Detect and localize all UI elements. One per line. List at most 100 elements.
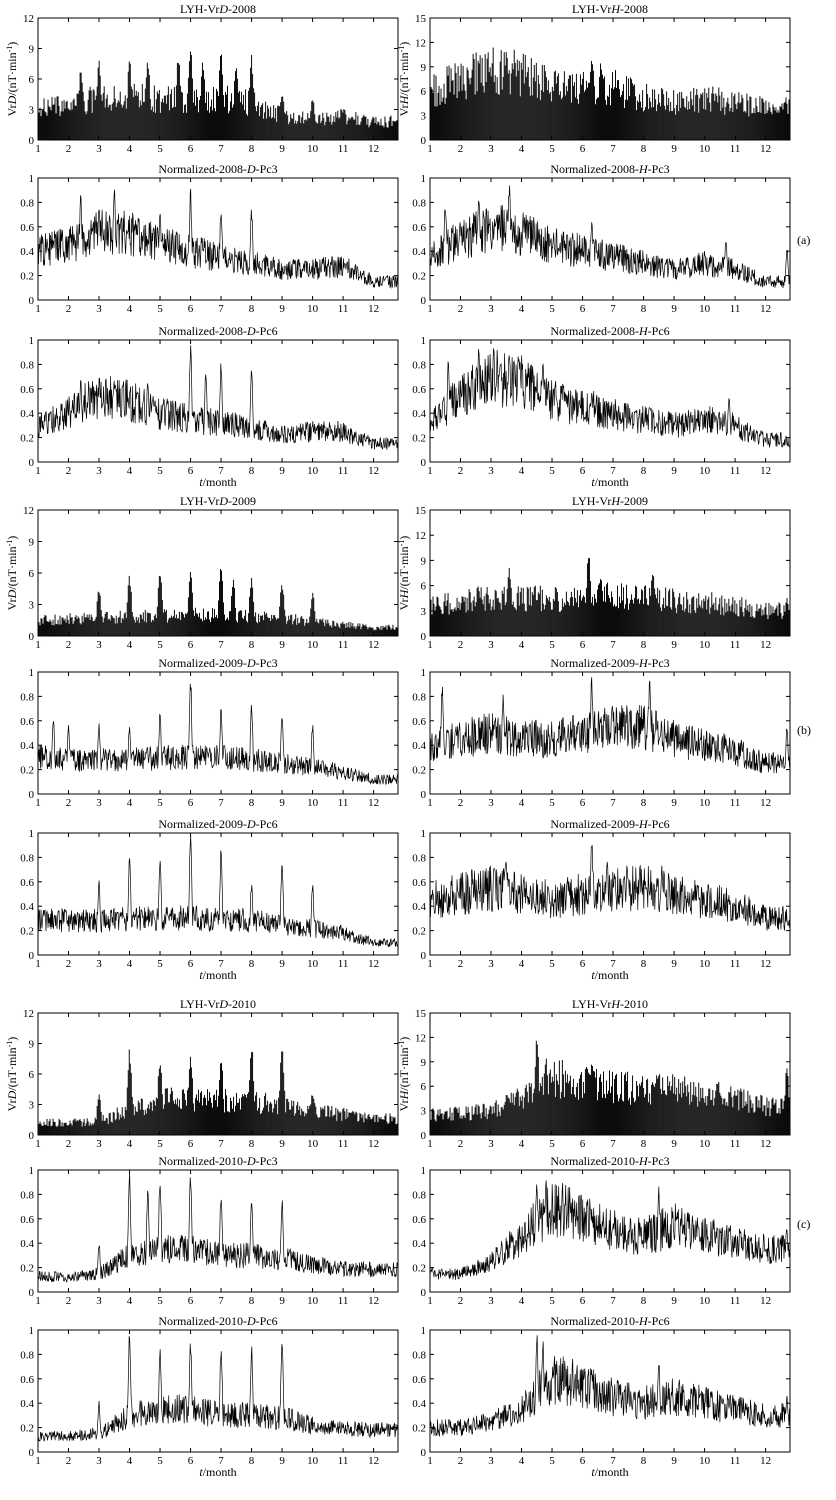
bar-mark bbox=[194, 607, 196, 636]
bar-mark bbox=[464, 596, 466, 636]
chart-title: Normalized-2008-D-Pc3 bbox=[158, 162, 277, 176]
bar-mark bbox=[330, 625, 332, 636]
bar-mark bbox=[338, 118, 340, 140]
bar-mark bbox=[641, 589, 643, 636]
bar-mark bbox=[307, 113, 309, 140]
bar-mark bbox=[436, 106, 438, 140]
bar-mark bbox=[56, 96, 58, 140]
bar-mark bbox=[85, 617, 87, 636]
bar-mark bbox=[683, 596, 685, 636]
bar-mark bbox=[487, 1113, 489, 1135]
bar-mark bbox=[88, 614, 90, 636]
bar-mark bbox=[657, 104, 659, 140]
y-tick-label: 0.2 bbox=[412, 433, 426, 445]
bar-mark bbox=[513, 49, 515, 141]
bar-mark bbox=[550, 101, 552, 140]
bar-mark bbox=[339, 628, 341, 636]
bar-mark bbox=[237, 78, 239, 140]
bar-mark bbox=[125, 108, 127, 140]
bar-mark bbox=[666, 91, 668, 140]
bar-mark bbox=[752, 616, 754, 636]
bar-mark bbox=[506, 1095, 508, 1135]
bar-mark bbox=[330, 1110, 332, 1135]
bar-mark bbox=[217, 618, 218, 636]
bar-mark bbox=[163, 95, 165, 140]
bar-mark bbox=[43, 98, 45, 140]
bar-mark bbox=[80, 1121, 82, 1135]
bar-mark bbox=[370, 1119, 372, 1135]
y-tick-label: 1 bbox=[421, 173, 427, 185]
bar-mark bbox=[239, 610, 241, 636]
bar-mark bbox=[604, 1093, 605, 1135]
x-tick-label: 7 bbox=[218, 1455, 224, 1467]
y-tick-label: 0.4 bbox=[20, 1398, 34, 1410]
bar-mark bbox=[556, 76, 558, 140]
bar-mark bbox=[109, 1112, 111, 1135]
bar-mark bbox=[558, 1060, 560, 1135]
bar-mark bbox=[331, 1106, 333, 1135]
bar-mark bbox=[318, 115, 320, 140]
bar-mark bbox=[448, 65, 450, 140]
bar-mark bbox=[97, 1099, 99, 1135]
bar-mark bbox=[293, 621, 295, 636]
bar-mark bbox=[437, 1109, 439, 1135]
bar-mark bbox=[58, 1118, 60, 1135]
bar-mark bbox=[162, 102, 164, 140]
bar-mark bbox=[222, 580, 223, 636]
y-tick-label: 3 bbox=[29, 1100, 35, 1112]
bar-mark bbox=[566, 1074, 568, 1135]
bar-mark bbox=[532, 1093, 534, 1135]
bar-mark bbox=[711, 1099, 713, 1135]
bar-mark bbox=[645, 1094, 647, 1135]
x-tick-label: 9 bbox=[279, 958, 285, 970]
group-label-c: (c) bbox=[797, 1217, 810, 1231]
bar-mark bbox=[783, 1100, 785, 1135]
bar-mark bbox=[729, 111, 731, 140]
bar-mark bbox=[665, 1094, 667, 1135]
bar-mark bbox=[690, 613, 692, 636]
bar-mark bbox=[279, 106, 281, 140]
bar-mark bbox=[254, 1101, 256, 1135]
bar-mark bbox=[570, 1093, 572, 1135]
bar-mark bbox=[55, 1125, 57, 1135]
x-tick-label: 7 bbox=[218, 465, 224, 477]
bar-mark bbox=[45, 112, 47, 140]
bar-mark bbox=[631, 79, 633, 140]
bar-mark bbox=[459, 75, 461, 140]
bar-mark bbox=[441, 101, 443, 140]
bar-mark bbox=[775, 608, 777, 636]
x-tick-label: 9 bbox=[279, 143, 285, 155]
bar-mark bbox=[168, 110, 170, 140]
x-tick-label: 9 bbox=[671, 639, 677, 651]
bar-mark bbox=[567, 78, 569, 140]
bar-mark bbox=[250, 588, 252, 636]
bar-mark bbox=[67, 1125, 69, 1135]
bar-mark bbox=[361, 1117, 363, 1135]
bar-mark bbox=[130, 1072, 132, 1135]
bar-mark bbox=[475, 602, 477, 636]
bar-mark bbox=[244, 1093, 246, 1135]
x-tick-label: 6 bbox=[188, 1295, 194, 1307]
bar-mark bbox=[136, 95, 138, 140]
bar-mark bbox=[697, 607, 699, 636]
chart-panel-c-right-1: 1 2 3 4 5 6 7 8 9 10 11 1203691215LYH-VrH-2010VrH/(… bbox=[397, 997, 791, 1150]
bar-mark bbox=[510, 1092, 512, 1135]
bar-mark bbox=[172, 1100, 174, 1135]
bar-mark bbox=[607, 1093, 608, 1135]
bar-mark bbox=[69, 110, 71, 140]
bar-mark bbox=[200, 1091, 202, 1135]
bar-mark bbox=[640, 1085, 642, 1135]
chart-panel-c-left-3: 1 2 3 4 5 6 7 8 9 10 11 1200.20.40.60.81Normalized-… bbox=[20, 1314, 399, 1479]
x-tick-label: 6 bbox=[188, 958, 194, 970]
bar-mark bbox=[220, 569, 221, 636]
bar-mark bbox=[61, 617, 63, 636]
bar-mark bbox=[374, 122, 376, 140]
bar-mark bbox=[721, 91, 723, 140]
bar-mark bbox=[326, 112, 328, 140]
bar-mark bbox=[553, 71, 555, 140]
bar-mark bbox=[103, 617, 105, 636]
bar-mark bbox=[497, 1104, 499, 1135]
bar-mark bbox=[740, 102, 742, 140]
bar-mark bbox=[683, 98, 685, 140]
